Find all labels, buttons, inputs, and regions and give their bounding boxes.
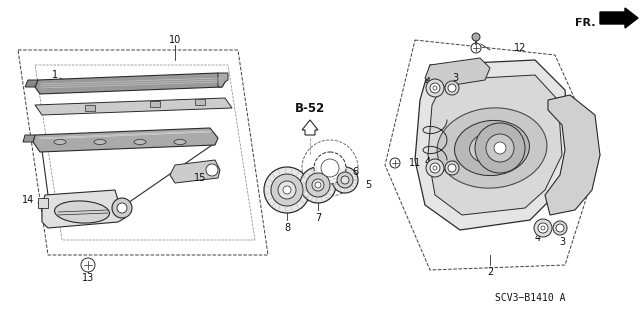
Circle shape [81,258,95,272]
Text: 8: 8 [284,223,290,233]
Text: 9: 9 [67,207,73,217]
Text: 4: 4 [535,233,541,243]
Text: 11: 11 [409,158,421,168]
Ellipse shape [54,201,109,223]
Circle shape [278,181,296,199]
Circle shape [448,84,456,92]
Circle shape [471,43,481,53]
Polygon shape [600,8,638,28]
Polygon shape [302,120,318,135]
Polygon shape [425,58,490,88]
Circle shape [306,173,330,197]
Circle shape [315,182,321,188]
Text: 14: 14 [22,195,34,205]
Text: 4: 4 [425,157,431,167]
Ellipse shape [134,140,146,145]
Ellipse shape [94,140,106,145]
Circle shape [472,33,480,41]
Circle shape [300,167,336,203]
Polygon shape [23,135,35,142]
Text: SCV3−B1410 A: SCV3−B1410 A [495,293,565,303]
Circle shape [445,161,459,175]
Circle shape [390,158,400,168]
Circle shape [332,167,358,193]
Polygon shape [35,73,225,94]
Polygon shape [33,128,218,152]
Text: 3: 3 [559,237,565,247]
Circle shape [341,176,349,184]
Polygon shape [85,105,95,111]
Polygon shape [545,95,600,215]
Circle shape [117,203,127,213]
Circle shape [534,219,552,237]
Ellipse shape [470,132,515,164]
Ellipse shape [454,120,529,176]
Circle shape [314,152,346,184]
Circle shape [337,172,353,188]
Text: 10: 10 [169,35,181,45]
Ellipse shape [54,140,66,145]
Ellipse shape [437,108,547,188]
Polygon shape [428,75,562,215]
Polygon shape [415,60,570,230]
Circle shape [486,134,514,162]
Polygon shape [35,98,232,115]
Text: 3: 3 [452,73,458,83]
Text: 3: 3 [452,153,458,163]
Text: FR.: FR. [575,18,596,28]
Text: 6: 6 [352,167,358,177]
Circle shape [283,186,291,194]
Text: 5: 5 [365,180,371,190]
Circle shape [426,159,444,177]
Circle shape [433,86,437,90]
Circle shape [112,198,132,218]
Circle shape [312,179,324,191]
Polygon shape [42,190,125,228]
Text: 2: 2 [487,267,493,277]
Circle shape [494,142,506,154]
Text: 7: 7 [315,213,321,223]
Circle shape [448,164,456,172]
Circle shape [553,221,567,235]
Circle shape [271,174,303,206]
Polygon shape [170,160,220,183]
Polygon shape [195,99,205,105]
Polygon shape [25,80,38,87]
Circle shape [556,224,564,232]
Text: 15: 15 [194,173,206,183]
Circle shape [541,226,545,230]
Circle shape [445,81,459,95]
Polygon shape [150,101,160,107]
Circle shape [426,79,444,97]
Circle shape [475,123,525,173]
Circle shape [321,159,339,177]
Polygon shape [218,73,228,87]
Text: 12: 12 [514,43,526,53]
Circle shape [430,163,440,173]
Text: 1: 1 [52,70,58,80]
Circle shape [206,164,218,176]
Circle shape [264,167,310,213]
Circle shape [538,223,548,233]
Ellipse shape [174,140,186,145]
Polygon shape [38,198,48,208]
Text: 4: 4 [425,77,431,87]
Text: 13: 13 [82,273,94,283]
Circle shape [433,166,437,170]
Text: B-52: B-52 [295,101,325,115]
Circle shape [430,83,440,93]
